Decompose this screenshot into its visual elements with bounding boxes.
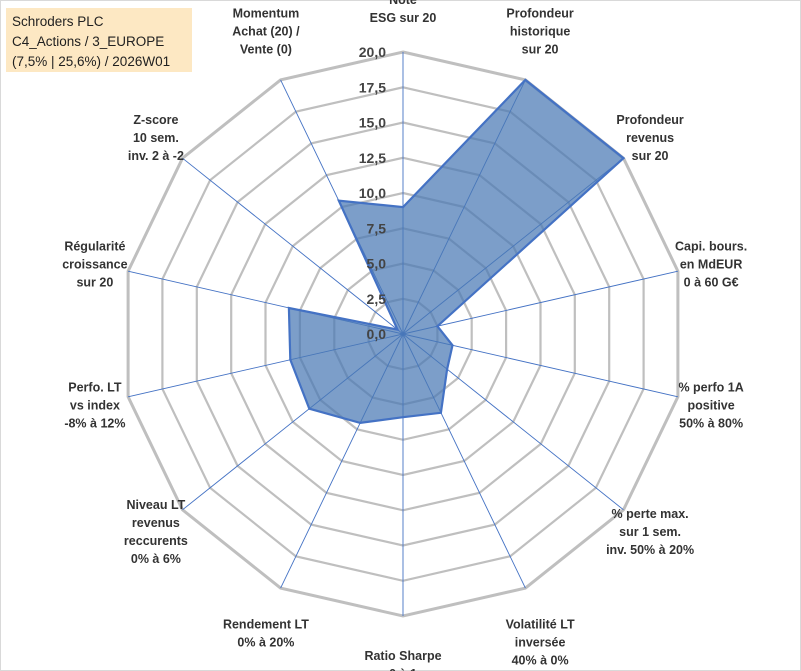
tick-label-7: 17,5 <box>359 79 386 95</box>
axis-label-9-line-2: reccurents <box>124 534 188 548</box>
title-company: Schroders PLC <box>12 14 104 29</box>
tick-label-2: 5,0 <box>367 256 387 272</box>
axis-label-7-line-1: 0 à 1 <box>389 667 417 671</box>
axis-label-3: Capi. bours. en MdEUR 0 à 60 G€ <box>675 240 747 290</box>
axis-label-3-line-0: Capi. bours. <box>675 240 747 254</box>
radar-series <box>287 78 626 425</box>
axis-label-5-line-2: inv. 50% à 20% <box>606 543 694 557</box>
axis-label-3-line-1: en MdEUR <box>680 258 743 272</box>
axis-label-2-line-2: sur 20 <box>632 149 669 163</box>
tick-label-5: 12,5 <box>359 150 386 166</box>
tick-label-4: 10,0 <box>359 185 386 201</box>
axis-label-13-line-2: Vente (0) <box>240 42 292 56</box>
axis-label-11: Régularité croissance sur 20 <box>62 240 127 290</box>
tick-label-1: 2,5 <box>367 291 387 307</box>
axis-label-2: Profondeur revenus sur 20 <box>616 113 683 163</box>
axis-label-2-line-1: revenus <box>626 131 674 145</box>
axis-label-8-line-1: 0% à 20% <box>237 636 294 650</box>
axis-label-7-line-0: Ratio Sharpe <box>364 649 441 663</box>
axis-label-12: Z-score 10 sem. inv. 2 à -2 <box>128 113 184 163</box>
axis-label-12-line-2: inv. 2 à -2 <box>128 149 184 163</box>
axis-label-5-line-0: % perte max. <box>612 507 689 521</box>
axis-label-10-line-1: vs index <box>70 398 120 412</box>
axis-label-10-line-2: -8% à 12% <box>64 416 125 430</box>
axis-label-0-line-1: ESG sur 20 <box>370 11 437 25</box>
series-area-0 <box>287 78 626 425</box>
axis-label-9-line-1: revenus <box>132 516 180 530</box>
axis-label-1-line-1: historique <box>510 24 570 38</box>
axis-label-6: Volatilité LT inversée 40% à 0% <box>506 618 575 668</box>
axis-label-4: % perfo 1A positive 50% à 80% <box>678 380 743 430</box>
axis-label-13-line-1: Achat (20) / <box>232 24 300 38</box>
axis-label-4-line-1: positive <box>687 398 734 412</box>
axis-label-9: Niveau LT revenus reccurents 0% à 6% <box>124 498 188 566</box>
axis-label-8-line-0: Rendement LT <box>223 618 309 632</box>
axis-label-1: Profondeur historique sur 20 <box>506 6 573 56</box>
axis-label-12-line-0: Z-score <box>133 113 178 127</box>
axis-label-2-line-0: Profondeur <box>616 113 683 127</box>
axis-label-13-line-0: Momentum <box>233 6 300 20</box>
axis-label-7: Ratio Sharpe 0 à 1 <box>364 649 441 671</box>
axis-label-0-line-0: Note <box>389 0 417 7</box>
axis-label-8: Rendement LT 0% à 20% <box>223 618 309 650</box>
tick-label-3: 7,5 <box>367 220 387 236</box>
tick-label-0: 0,0 <box>367 326 387 342</box>
axis-label-6-line-0: Volatilité LT <box>506 618 575 632</box>
axis-label-11-line-1: croissance <box>62 258 127 272</box>
axis-label-13: Momentum Achat (20) / Vente (0) <box>232 6 300 56</box>
axis-label-4-line-0: % perfo 1A <box>678 380 743 394</box>
axis-spoke-12 <box>182 157 404 335</box>
axis-label-9-line-0: Niveau LT <box>126 498 185 512</box>
axis-label-11-line-0: Régularité <box>64 240 125 254</box>
axis-label-4-line-2: 50% à 80% <box>679 416 743 430</box>
axis-label-10-line-0: Perfo. LT <box>68 380 122 394</box>
axis-label-5-line-1: sur 1 sem. <box>619 525 681 539</box>
tick-label-8: 20,0 <box>359 44 386 60</box>
radar-tick-labels: 0,0 2,5 5,0 7,5 10,0 12,5 15,0 17,5 20,0 <box>359 44 386 342</box>
axis-label-11-line-2: sur 20 <box>76 276 113 290</box>
axis-label-9-line-3: 0% à 6% <box>131 552 181 566</box>
axis-label-3-line-2: 0 à 60 G€ <box>684 276 739 290</box>
title-period: (7,5% | 25,6%) / 2026W01 <box>12 54 171 69</box>
radar-axis-labels: Note ESG sur 20 Profondeur historique sur 20… <box>62 0 747 671</box>
axis-label-6-line-2: 40% à 0% <box>512 654 569 668</box>
axis-label-1-line-2: sur 20 <box>522 42 559 56</box>
axis-label-12-line-1: 10 sem. <box>133 131 179 145</box>
axis-label-6-line-1: inversée <box>515 636 566 650</box>
axis-label-0: Note ESG sur 20 <box>370 0 437 25</box>
tick-label-6: 15,0 <box>359 115 386 131</box>
chart-title-box: Schroders PLC C4_Actions / 3_EUROPE (7,5… <box>6 8 192 72</box>
axis-label-10: Perfo. LT vs index -8% à 12% <box>64 380 125 430</box>
axis-label-1-line-0: Profondeur <box>506 6 573 20</box>
axis-label-5: % perte max. sur 1 sem. inv. 50% à 20% <box>606 507 694 557</box>
title-category: C4_Actions / 3_EUROPE <box>12 34 165 49</box>
axis-spoke-3 <box>402 270 679 335</box>
